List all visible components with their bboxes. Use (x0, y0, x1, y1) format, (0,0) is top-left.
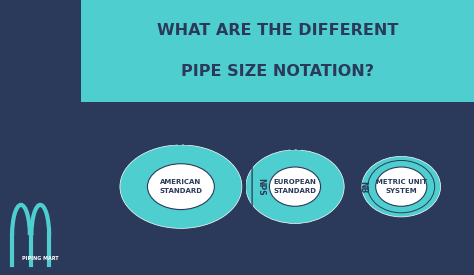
Text: DN: DN (455, 180, 464, 193)
Ellipse shape (375, 167, 427, 206)
Text: NOMINAL DIAMETER: NOMINAL DIAMETER (361, 228, 441, 234)
Text: PIPE SIZE NOTATION?: PIPE SIZE NOTATION? (181, 64, 374, 79)
Ellipse shape (362, 156, 440, 217)
Ellipse shape (246, 150, 344, 224)
Text: METRIC UNIT
SYSTEM: METRIC UNIT SYSTEM (376, 179, 427, 194)
FancyBboxPatch shape (57, 0, 474, 104)
Ellipse shape (147, 164, 214, 210)
Text: NOMINAL PIPE SIZE: NOMINAL PIPE SIZE (143, 240, 219, 246)
Ellipse shape (269, 167, 320, 206)
Text: EUROPEAN
STANDARD: EUROPEAN STANDARD (273, 179, 317, 194)
Text: AMERICAN
STANDARD: AMERICAN STANDARD (159, 179, 202, 194)
Ellipse shape (120, 145, 242, 228)
Text: NOMINAL BORE: NOMINAL BORE (264, 235, 325, 241)
Text: NPS: NPS (256, 178, 265, 196)
Text: NB: NB (358, 180, 367, 193)
Text: WHAT ARE THE DIFFERENT: WHAT ARE THE DIFFERENT (156, 23, 398, 38)
Text: PIPING MART: PIPING MART (22, 256, 59, 261)
